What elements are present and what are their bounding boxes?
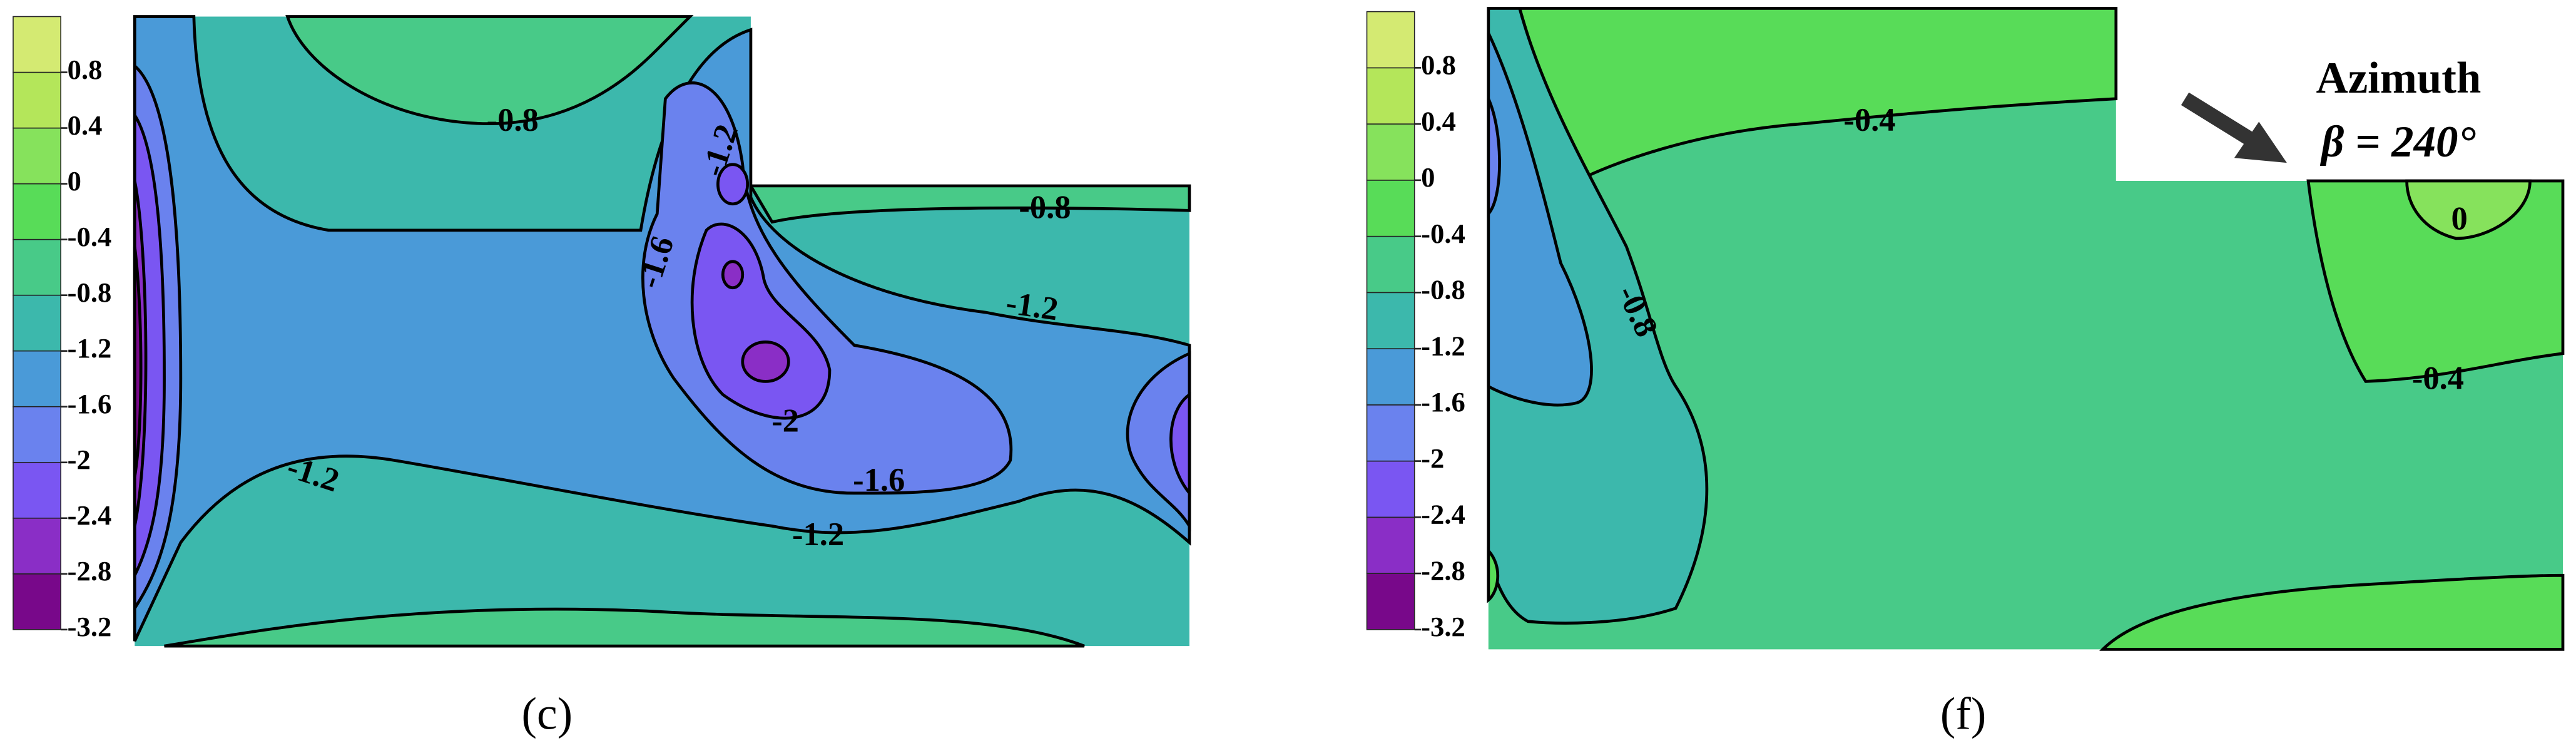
colorbar-box [13,16,61,73]
colorbar-label: -2 [68,444,91,475]
contour-label: -0.8 [1019,189,1071,225]
colorbar-box [1366,180,1415,237]
colorbar-box [13,573,61,630]
contour-label: -0.8 [487,102,539,138]
colorbar-label: -3.2 [1421,611,1465,642]
colorbar-label: 0 [1421,161,1435,193]
contour-label: -0.4 [1843,102,1895,138]
colorbar-label: -1.2 [68,332,112,364]
colorbar-box [1366,11,1415,69]
panel-label: (f) [1940,688,1986,739]
colorbar-label: -1.6 [68,388,112,419]
contour-label: -0.4 [2412,360,2464,396]
colorbar-label: -0.8 [68,277,112,308]
colorbar-box [13,294,61,352]
colorbar-box [13,183,61,240]
colorbar-box [13,517,61,575]
colorbar-label: 0.8 [1421,49,1456,81]
contour-field-c [133,15,1191,648]
colorbar-label: 0.4 [68,110,103,141]
annotation: β = 240° [2319,118,2476,166]
contour-field-f [1487,6,2565,651]
colorbar-label: 0.4 [1421,105,1456,136]
colorbar-box [13,406,61,463]
colorbar-label: -2 [1421,443,1444,474]
colorbar-label: -2.8 [1421,555,1465,586]
colorbar-box [13,71,61,129]
colorbar-label: -1.6 [1421,386,1465,417]
colorbar-box [1366,348,1415,406]
contour-label: 0 [2451,201,2467,237]
colorbar-box [1366,404,1415,462]
colorbar-box [13,238,61,296]
contour-label: -2 [771,403,799,439]
colorbar-label: -0.8 [1421,274,1465,305]
colorbar-box [13,461,61,519]
colorbar-label: -2.4 [1421,499,1465,530]
annotation: Azimuth [2316,54,2482,103]
colorbar-box [1366,67,1415,125]
colorbar-box [1366,460,1415,518]
colorbar-label: -0.4 [68,221,112,252]
contour-label: -1.2 [1004,284,1060,327]
colorbar-label: -0.4 [1421,218,1465,249]
colorbar-box [1366,573,1415,630]
colorbar-box [1366,516,1415,574]
colorbar-label: 0 [68,165,81,197]
colorbar-box [13,127,61,185]
colorbar-box [1366,292,1415,349]
contour-label: -1.2 [792,516,844,553]
colorbar-box [1366,235,1415,294]
colorbar-label: 0.8 [68,54,103,85]
colorbar-label: -2.8 [68,555,112,587]
panel-label: (c) [522,688,573,739]
contour-label: -1.6 [853,462,905,498]
colorbar-label: -1.2 [1421,330,1465,361]
colorbar-label: -2.4 [68,499,112,531]
colorbar-box [1366,123,1415,181]
azimuth-arrow [2181,92,2287,163]
colorbar-label: -3.2 [68,611,112,642]
colorbar-box [13,350,61,407]
